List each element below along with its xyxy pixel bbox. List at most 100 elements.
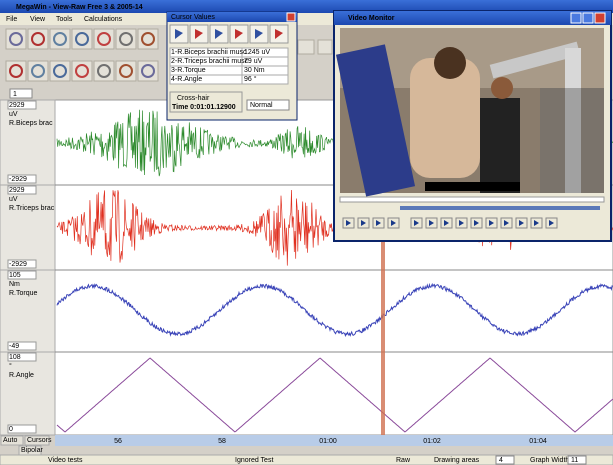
channel-panel	[0, 269, 56, 353]
tool-icon	[215, 29, 223, 39]
toolbar-button[interactable]	[137, 28, 159, 50]
scale-box[interactable]	[7, 100, 37, 110]
cursor-time: Time 0:01:01.12900	[172, 104, 236, 111]
menu-item[interactable]: Tools	[56, 16, 73, 23]
channel-max: 108	[9, 354, 21, 361]
player-icon	[376, 220, 381, 226]
side-button-label: Auto	[3, 437, 18, 444]
player-icon	[391, 220, 396, 226]
toolbar-icon	[97, 64, 111, 78]
status-text: 4	[499, 457, 503, 464]
video-scene	[491, 77, 513, 99]
toolbar-icon	[119, 64, 133, 78]
side-button-label: Cursors	[27, 437, 52, 444]
tool-icon	[235, 29, 243, 39]
time-tick-label: 01:02	[423, 438, 441, 445]
toolbar-button[interactable]	[71, 28, 93, 50]
window-button[interactable]	[582, 12, 594, 24]
channel-panel	[0, 351, 56, 436]
cursor-channel: 3-R.Torque	[171, 67, 206, 74]
toolbar-button[interactable]	[27, 60, 49, 82]
toolbar-button[interactable]	[317, 39, 333, 55]
player-icon	[474, 220, 479, 226]
tool-icon	[195, 29, 203, 39]
channel-name: R.Angle	[9, 372, 34, 379]
channel-panel	[0, 99, 56, 186]
toolbar-icon	[75, 32, 89, 46]
status-text: Video tests	[48, 457, 83, 464]
toolbar-button[interactable]	[93, 60, 115, 82]
player-icon	[459, 220, 464, 226]
toolbar-button[interactable]	[27, 28, 49, 50]
cursor-row	[241, 74, 289, 85]
menu-item[interactable]: File	[6, 16, 17, 23]
cursor-line	[381, 100, 385, 435]
video-time: Data time: 0:01:01.127	[437, 184, 508, 191]
mode-select-value: Normal	[250, 102, 273, 109]
toolbar-button[interactable]	[297, 39, 315, 55]
toolbar-button[interactable]	[49, 60, 71, 82]
time-tick-label: 56	[114, 438, 122, 445]
video-title-bar	[334, 11, 611, 25]
video-slider[interactable]	[339, 196, 605, 203]
side-button-label: Bipolar	[21, 447, 43, 454]
channel-select[interactable]	[9, 88, 33, 99]
scale-box[interactable]	[7, 352, 37, 362]
side-button[interactable]	[0, 435, 24, 446]
toolbar-button[interactable]	[49, 28, 71, 50]
player-icon	[361, 220, 366, 226]
toolbar-button[interactable]	[137, 60, 159, 82]
scale-box[interactable]	[7, 259, 37, 269]
cursor-value: 79 uV	[244, 58, 263, 65]
channel-name: R.Triceps brac	[9, 205, 55, 212]
toolbar-icon	[53, 64, 67, 78]
video-scene	[410, 58, 480, 178]
scale-box[interactable]	[7, 185, 37, 195]
toolbar-button[interactable]	[93, 28, 115, 50]
toolbar-icon	[9, 64, 23, 78]
status-field[interactable]	[567, 455, 587, 465]
window-title: MegaWin - View-Raw Free 3 & 2005-14	[16, 4, 143, 11]
toolbar-icon	[53, 32, 67, 46]
cursor-mode: Cross-hair	[177, 95, 210, 102]
time-tick-label: 01:00	[319, 438, 337, 445]
menu-item[interactable]: Calculations	[84, 16, 123, 23]
channel-min: -2929	[9, 176, 27, 183]
toolbar-button[interactable]	[5, 60, 27, 82]
scale-box[interactable]	[7, 424, 37, 434]
window-button[interactable]	[570, 12, 582, 24]
toolbar-icon	[141, 32, 155, 46]
player-icon	[504, 220, 509, 226]
time-tick-label: 58	[218, 438, 226, 445]
window-button[interactable]	[594, 12, 606, 24]
menu-item[interactable]: View	[30, 16, 46, 23]
status-text: Drawing areas	[434, 457, 480, 464]
status-field[interactable]	[495, 455, 515, 465]
tool-icon	[275, 29, 283, 39]
time-tick-label: 01:04	[529, 438, 547, 445]
toolbar-button[interactable]	[115, 28, 137, 50]
cursor-window-title: Cursor Values	[171, 14, 215, 21]
tool-icon	[255, 29, 263, 39]
scale-box[interactable]	[7, 270, 37, 280]
video-time-box	[425, 182, 520, 191]
mode-select[interactable]	[246, 99, 290, 111]
side-button[interactable]	[24, 435, 50, 446]
video-scene	[480, 98, 520, 193]
toolbar-icon	[31, 32, 45, 46]
channel-min: -2929	[9, 261, 27, 268]
toolbar-icon	[141, 64, 155, 78]
status-text: Ignored Test	[235, 457, 273, 464]
scale-box[interactable]	[7, 341, 37, 351]
cursor-value: 1245 uV	[244, 49, 270, 56]
channel-unit: uV	[9, 196, 18, 203]
toolbar-icon	[31, 64, 45, 78]
toolbar-button[interactable]	[71, 60, 93, 82]
toolbar-button[interactable]	[5, 28, 27, 50]
player-icon	[444, 220, 449, 226]
cursor-channel: 1-R.Biceps brachii musc	[171, 49, 247, 56]
close-button[interactable]	[286, 12, 296, 22]
scale-box[interactable]	[7, 174, 37, 184]
torque-trace	[56, 282, 613, 338]
toolbar-button[interactable]	[115, 60, 137, 82]
